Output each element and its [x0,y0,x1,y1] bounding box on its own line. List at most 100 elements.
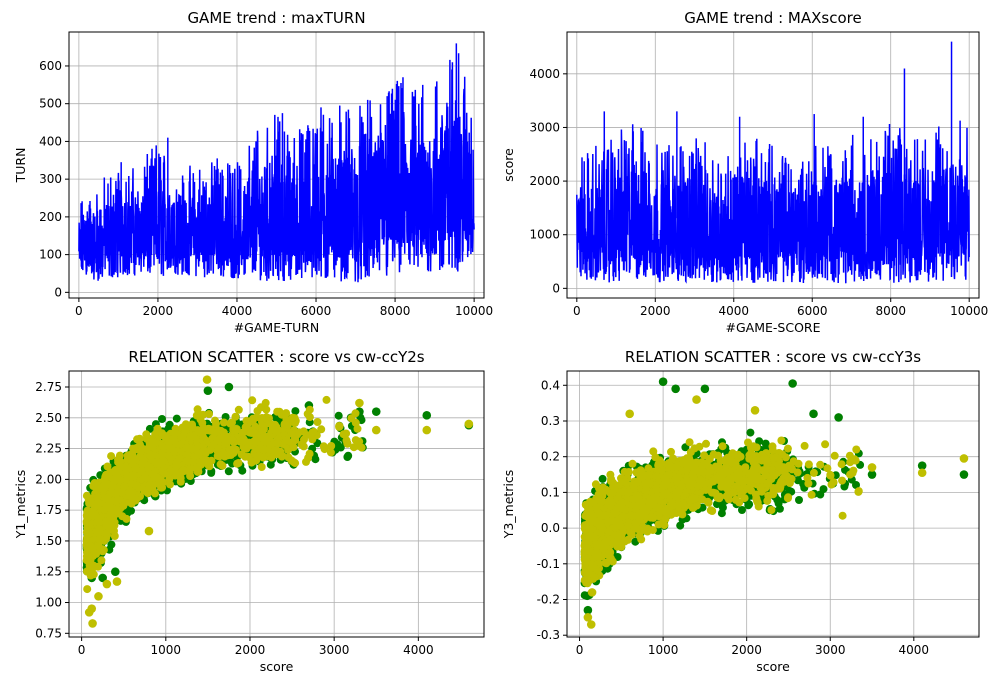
scatter-point [158,415,166,423]
chart-2: 0 2000 4000 6000 8000 1000001000200030004000G… [501,9,988,335]
scatter-point [113,473,122,481]
scatter-point [83,585,92,594]
scatter-point [94,592,103,601]
x-axis-label: score [260,659,294,674]
scatter-point [112,577,122,586]
scatter-point [268,425,277,433]
scatter-point [755,437,764,446]
scatter-point [335,422,344,431]
scatter-point [153,427,162,436]
x-axis-label: #GAME-TURN [234,320,320,335]
scatter-point [343,438,352,447]
y-tick-label: 1.25 [35,565,62,579]
scatter-point [112,466,121,475]
scatter-point [103,462,112,471]
scatter-point [89,570,98,579]
scatter-point [774,499,783,508]
x-tick-label: 4000 [403,643,434,657]
scatter-point [166,480,174,489]
scatter-point [250,437,259,446]
scatter-point [959,470,969,479]
scatter-point [838,511,847,520]
data-layer [580,377,969,629]
scatter-point [90,479,99,487]
scatter-point [809,468,818,477]
scatter-point [104,495,113,504]
y-tick-label: 1.50 [35,534,62,548]
scatter-point [295,428,303,437]
ticks: 0 2000 4000 6000 8000 10000010020030040050060… [39,59,493,318]
scatter-point [354,441,363,450]
scatter-point [288,413,297,422]
axes-frame [566,31,980,299]
chart-4: 0 1000 2000 3000 4000-0.3-0.2-0.10.00.10.20.… [501,348,980,674]
x-tick-label: 10000 [950,304,988,318]
scatter-point [291,407,300,416]
series-line [78,53,475,283]
series-2 [82,375,474,628]
scatter-point [308,435,317,444]
scatter-point [746,428,755,437]
series-2 [580,395,969,629]
scatter-point [198,410,207,419]
scatter-point [224,467,233,476]
scatter-point [183,450,192,459]
x-tick-label: 10000 [455,304,493,318]
scatter-point [83,567,92,576]
scatter-point [809,409,818,419]
scatter-point [422,411,432,420]
scatter-point [146,483,155,492]
chart-1: 0 2000 4000 6000 8000 10000010020030040050060… [13,9,493,335]
scatter-point [135,434,144,443]
scatter-point [113,487,122,496]
y-tick-label: 2.25 [35,442,62,456]
scatter-point [371,425,381,435]
y-tick-label: 1000 [529,228,560,242]
scatter-point [319,442,328,451]
scatter-point [97,556,106,565]
ticks: 0 1000 2000 3000 40000.751.001.251.501.752.0… [35,380,433,657]
scatter-point [132,481,141,490]
scatter-point [107,452,116,461]
scatter-point [102,579,112,589]
scatter-point [98,573,107,583]
scatter-point [280,421,289,430]
scatter-point [313,418,322,426]
scatter-point [157,483,165,492]
scatter-point [205,410,213,418]
scatter-point [248,396,257,405]
y-tick-label: 1.00 [35,596,62,610]
scatter-point [342,429,351,438]
scatter-point [800,441,809,450]
x-tick-label: 8000 [380,304,411,318]
x-tick-label: 6000 [797,304,828,318]
scatter-point [273,407,282,416]
scatter-point [138,444,147,453]
scatter-point [130,445,139,454]
y-tick-label: 600 [39,59,62,73]
scatter-point [113,495,122,504]
scatter-point [198,457,207,466]
scatter-point [259,425,268,434]
x-tick-label: 3000 [319,643,350,657]
scatter-point [624,468,633,476]
scatter-point [214,444,222,453]
scatter-point [189,457,198,466]
scatter-point [281,436,290,445]
scatter-point [241,452,250,461]
y-tick-label: 100 [39,248,62,262]
scatter-point [272,450,281,459]
scatter-point [291,459,300,468]
scatter-point [142,430,151,439]
scatter-point [183,457,192,466]
scatter-point [834,413,843,422]
scatter-point [667,447,675,456]
scatter-point [159,457,168,465]
scatter-point [150,438,159,447]
scatter-point [917,461,927,470]
x-tick-label: 8000 [875,304,906,318]
scatter-point [326,448,335,457]
scatter-point [95,525,104,534]
scatter-point [785,487,794,496]
